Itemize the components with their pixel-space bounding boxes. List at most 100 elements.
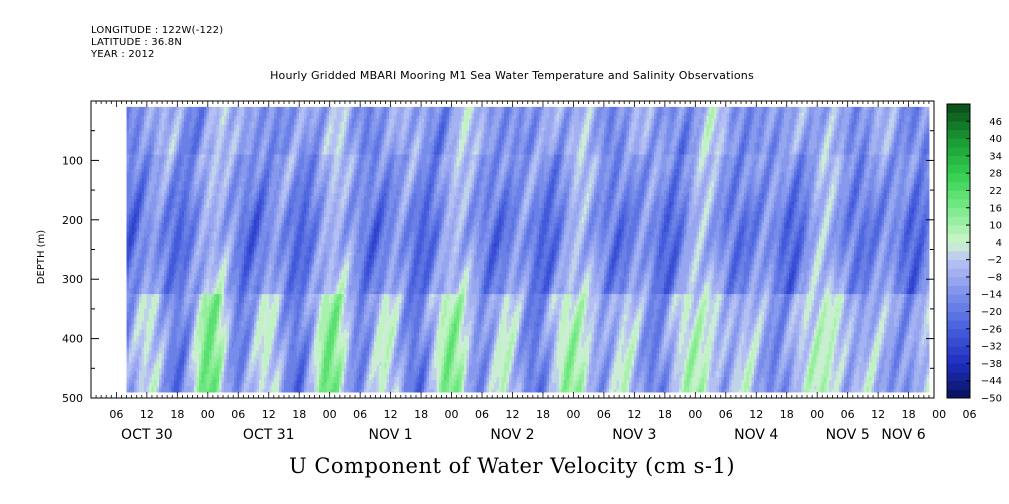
heatmap-cell [169,237,172,241]
heatmap-cell [231,314,235,319]
heatmap-cell [156,359,160,363]
heatmap-cell [181,225,185,230]
heatmap-cell [241,261,245,265]
heatmap-cell [229,151,232,155]
heatmap-cell [151,175,155,179]
heatmap-cell [244,276,247,280]
heatmap-cell [206,193,210,197]
heatmap-cell [141,273,145,277]
heatmap-cell [169,377,172,381]
heatmap-cell [239,332,242,337]
heatmap-cell [151,323,155,328]
heatmap-cell [196,356,200,360]
heatmap-cell [239,276,242,280]
heatmap-cell [161,249,165,253]
heatmap-cell [241,335,245,339]
heatmap-cell [166,353,170,357]
heatmap-cell [181,249,185,253]
heatmap-cell [169,276,172,280]
heatmap-cell [201,196,205,200]
heatmap-cell [226,228,230,233]
heatmap-cell [149,362,152,366]
heatmap-cell [164,151,167,155]
heatmap-cell [146,303,150,307]
heatmap-cell [186,124,190,129]
heatmap-cell [249,389,252,393]
heatmap-cell [144,267,147,271]
heatmap-cell [191,169,195,173]
heatmap-cell [126,202,130,206]
heatmap-cell [134,196,137,200]
heatmap-cell [199,133,202,138]
heatmap-cell [194,374,197,378]
heatmap-cell [209,258,212,262]
heatmap-cell [191,308,195,313]
heatmap-cell [234,276,237,280]
heatmap-cell [149,154,152,158]
heatmap-cell [154,157,157,161]
heatmap-cell [141,216,145,221]
heatmap-cell [196,112,200,117]
heatmap-cell [209,380,212,384]
heatmap-cell [146,335,150,339]
heatmap-cell [161,240,165,244]
heatmap-cell [169,142,172,146]
heatmap-cell [231,374,235,378]
heatmap-cell [244,380,247,384]
heatmap-cell [154,172,157,176]
heatmap-cell [144,377,147,381]
heatmap-cell [209,323,212,328]
heatmap-cell [144,308,147,313]
heatmap-cell [199,234,202,239]
heatmap-cell [189,380,192,384]
heatmap-cell [176,219,180,224]
heatmap-cell [234,288,237,292]
heatmap-cell [211,341,215,345]
heatmap-cell [131,305,135,310]
heatmap-cell [149,255,152,259]
heatmap-cell [216,288,220,292]
heatmap-cell [229,124,232,129]
heatmap-cell [136,374,140,378]
heatmap-cell [164,377,167,381]
heatmap-cell [214,109,217,114]
heatmap-cell [221,199,225,203]
heatmap-cell [201,320,205,325]
heatmap-cell [214,314,217,319]
heatmap-cell [141,240,145,244]
heatmap-cell [254,190,257,194]
heatmap-cell [189,237,192,241]
heatmap-cell [139,148,142,152]
heatmap-cell [196,121,200,126]
heatmap-cell [159,184,162,188]
heatmap-cell [144,279,147,283]
heatmap-cell [199,308,202,313]
heatmap-cell [166,207,170,212]
heatmap-cell [211,246,215,250]
heatmap-cell [154,273,157,277]
heatmap-cell [159,311,162,316]
heatmap-cell [236,279,240,283]
heatmap-cell [139,267,142,271]
heatmap-cell [136,308,140,313]
heatmap-cell [216,196,220,200]
heatmap-cell [204,311,207,316]
heatmap-cell [179,210,182,215]
heatmap-cell [161,175,165,179]
heatmap-cell [226,252,230,256]
heatmap-cell [219,347,222,351]
heatmap-cell [184,160,187,164]
heatmap-cell [181,222,185,227]
heatmap-cell [136,178,140,182]
heatmap-cell [134,341,137,345]
heatmap-cell [236,246,240,250]
heatmap-cell [169,121,172,126]
heatmap-cell [134,267,137,271]
heatmap-cell [219,249,222,253]
heatmap-cell [206,365,210,369]
heatmap-cell [174,231,177,236]
heatmap-cell [129,112,132,117]
heatmap-cell [176,151,180,155]
heatmap-cell [161,213,165,218]
heatmap-cell [139,317,142,322]
